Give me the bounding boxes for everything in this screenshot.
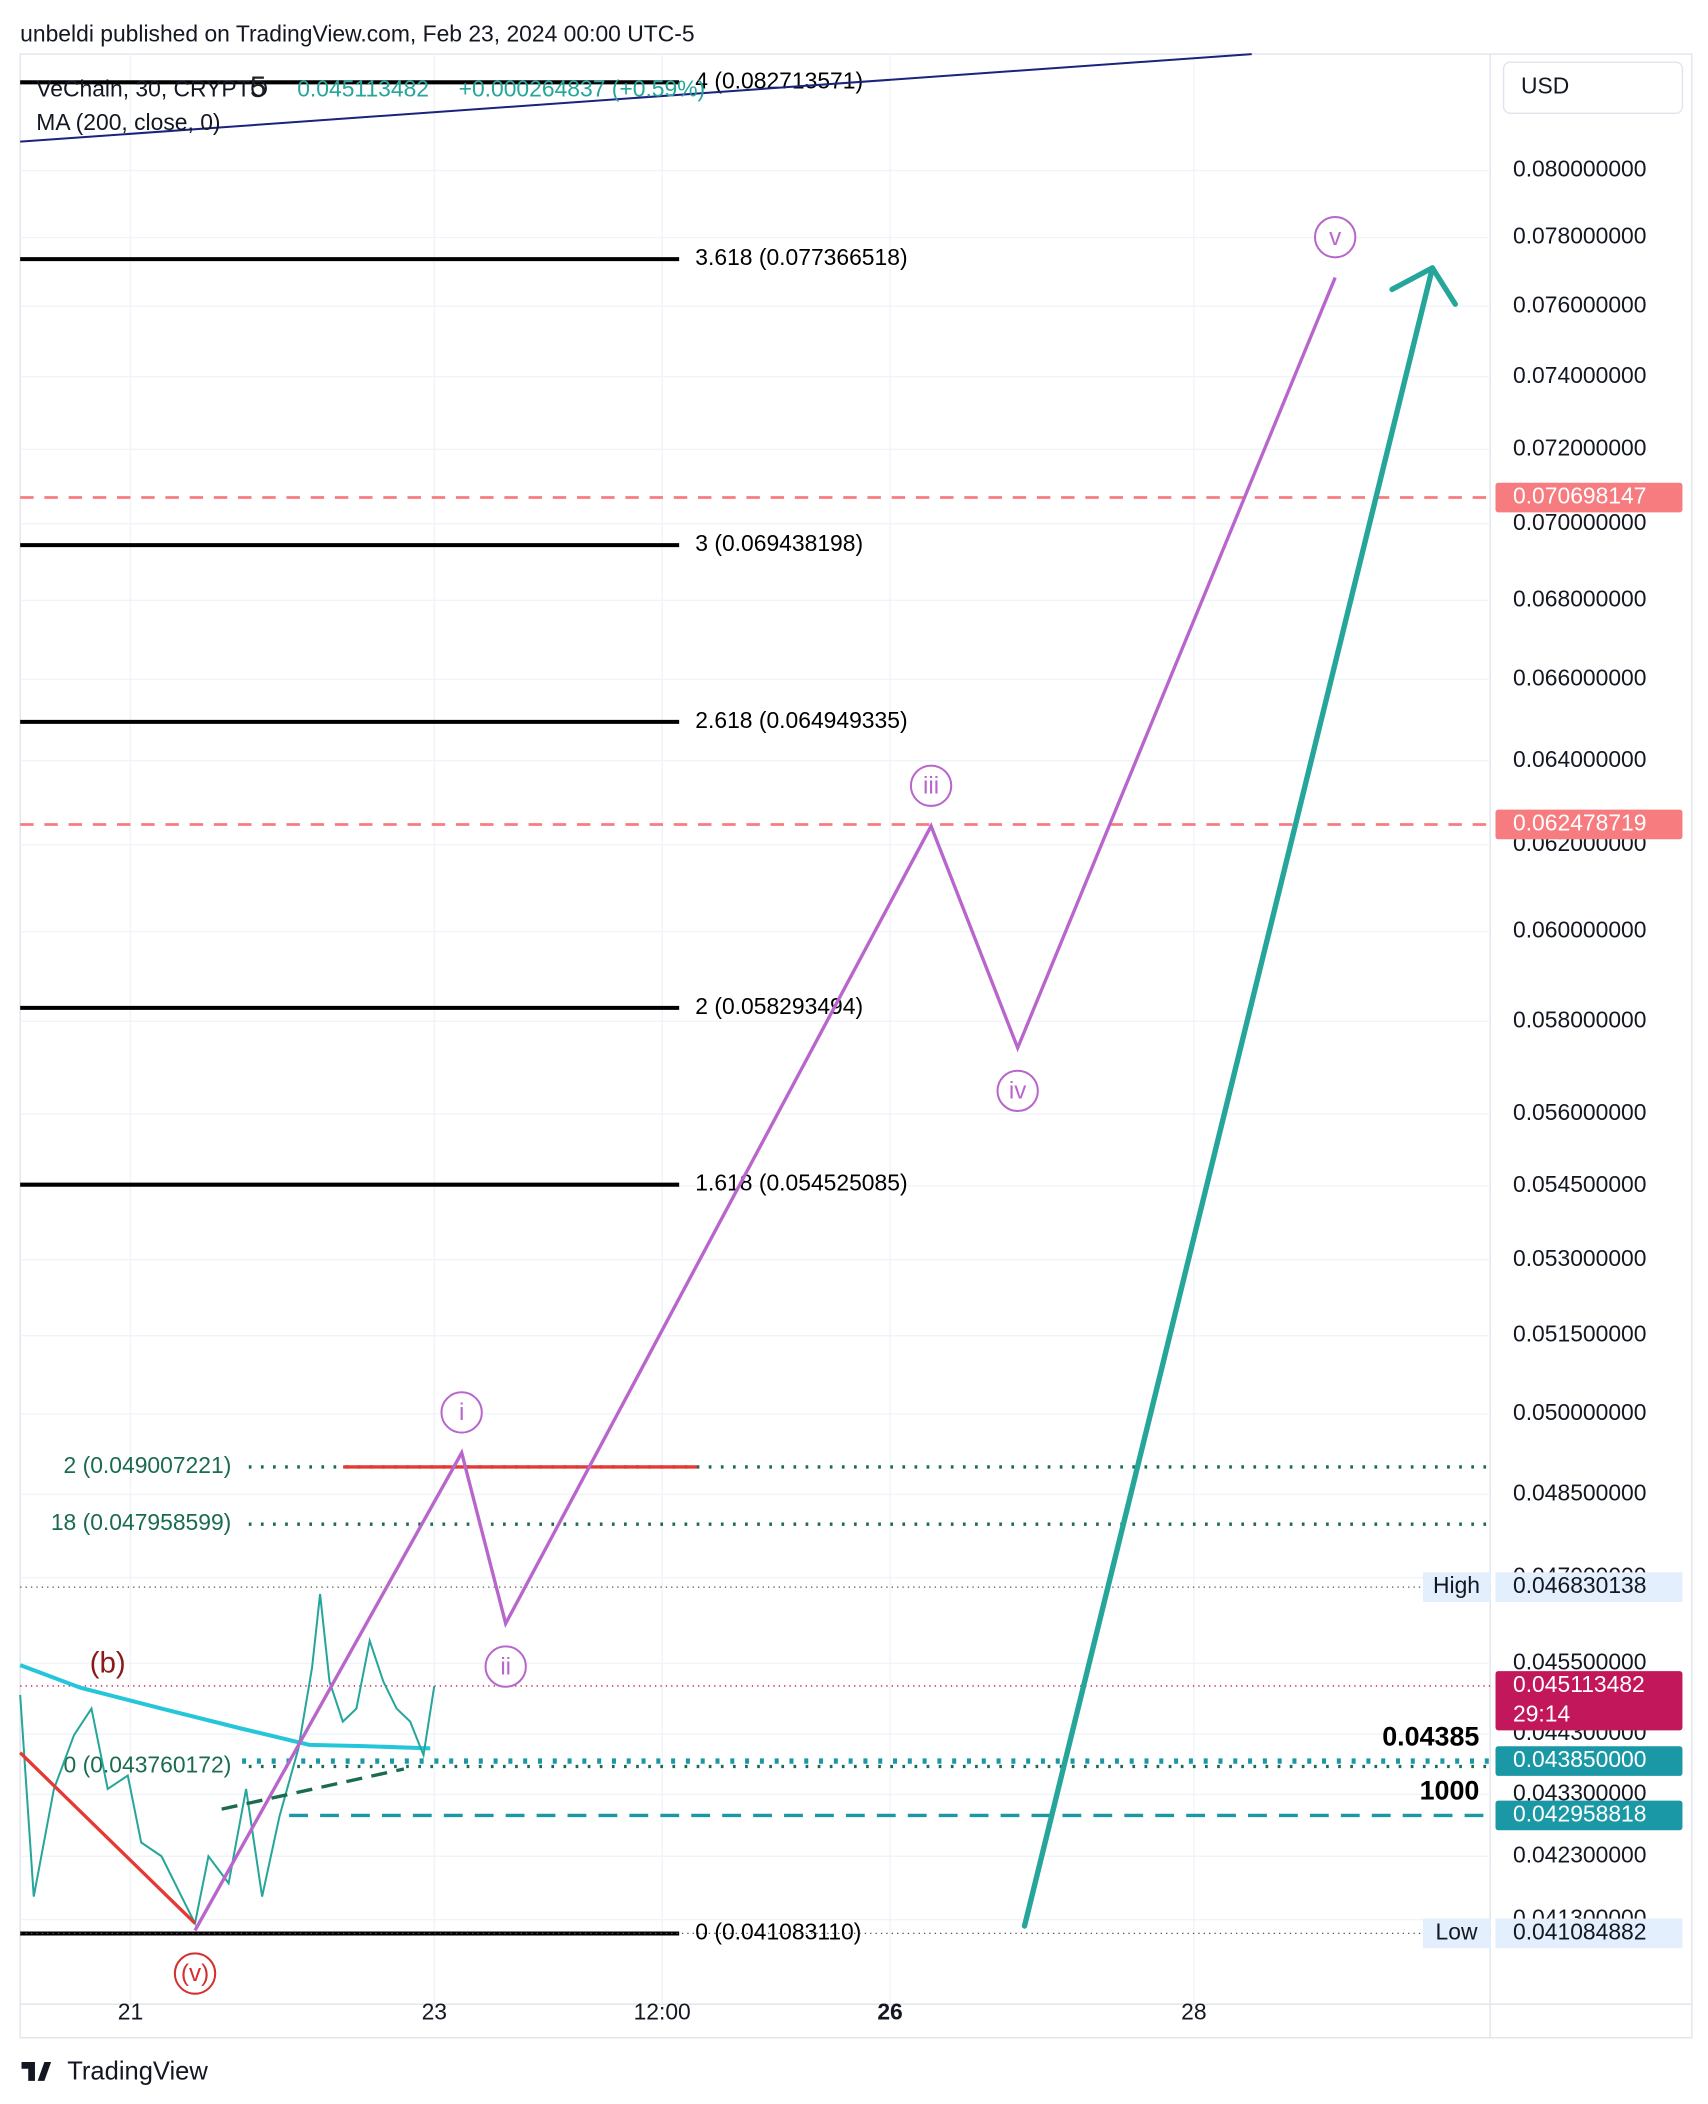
currency[interactable]: USD	[1521, 73, 1569, 99]
logo: TradingView	[21, 2058, 208, 2086]
extreme-name: High	[1433, 1572, 1480, 1598]
y-tick-label: 0.060000000	[1513, 917, 1646, 943]
wave-label-circle	[909, 764, 953, 807]
legend: VeChain, 30, CRYPTO 0.045113482 +0.00026…	[36, 75, 705, 135]
y-tick-label: 0.048500000	[1513, 1479, 1646, 1505]
y-tick-label: 0.058000000	[1513, 1006, 1646, 1032]
y-tick-label: 0.053000000	[1513, 1245, 1646, 1271]
y-tick-label: 0.066000000	[1513, 664, 1646, 690]
x-tick-label: 12:00	[634, 1999, 691, 2025]
wave-label-circle	[173, 1952, 217, 1995]
y-tick-label: 0.078000000	[1513, 223, 1646, 249]
countdown: 29:14	[1513, 1701, 1570, 1727]
y-tick-label: 0.051500000	[1513, 1321, 1646, 1347]
change: +0.000264837 (+0.59%)	[459, 75, 706, 101]
fib-label: 0 (0.041083110)	[695, 1919, 861, 1945]
x-tick-label: 28	[1181, 1999, 1206, 2025]
plot: 4 (0.082713571) 3.618 (0.077366518) 3 (0.0…	[18, 53, 1491, 1995]
frame	[19, 53, 1693, 2039]
header: unbeldi published on TradingView.com, Fe…	[20, 20, 694, 46]
y-tick-label: 0.080000000	[1513, 156, 1646, 182]
wave-label: ii	[500, 1653, 511, 1680]
x-tick-label: 21	[118, 1999, 143, 2025]
wave-label: iv	[1009, 1078, 1027, 1105]
red-line	[18, 1751, 197, 1925]
price-line	[19, 1593, 436, 1927]
y-tick-label: 0.064000000	[1513, 746, 1646, 772]
price-tag	[1495, 809, 1683, 840]
price-tag-label: 0.045113482	[1513, 1671, 1645, 1697]
footer: TradingView	[67, 2058, 208, 2086]
y-tick-label: 0.072000000	[1513, 434, 1646, 460]
y-tick-label: 0.070000000	[1513, 509, 1646, 535]
y-tick-label: 0.056000000	[1513, 1099, 1646, 1125]
wave-label: (v)	[181, 1960, 209, 1987]
annotation: (b)	[90, 1646, 126, 1679]
price-tag	[1495, 1746, 1683, 1776]
price-tag-label: 0.041084882	[1513, 1918, 1646, 1944]
fib-label: 3 (0.069438198)	[695, 530, 863, 556]
price-tag-label: 0.043850000	[1513, 1746, 1646, 1772]
price-tag-label: 0.062478719	[1513, 810, 1646, 836]
price-tag	[1495, 1800, 1683, 1831]
wave-label: iii	[923, 773, 939, 800]
fib-label: 0 (0.043760172)	[64, 1752, 232, 1778]
wave-path	[193, 276, 1337, 1932]
fib-label: 2 (0.049007221)	[64, 1452, 232, 1478]
wave-label: i	[459, 1399, 464, 1426]
y-tick-label: 0.074000000	[1513, 362, 1646, 388]
price-tag-label: 0.046830138	[1513, 1572, 1646, 1598]
indicator: MA (200, close, 0)	[36, 109, 220, 135]
wave-label-circle	[440, 1391, 483, 1434]
fib-label: 2 (0.058293494)	[695, 993, 863, 1019]
price-tag-label: 0.070698147	[1513, 483, 1646, 509]
annotation: 5	[250, 71, 266, 104]
fib-label: 2.618 (0.064949335)	[695, 707, 907, 733]
level-annotation: 0.04385	[1382, 1721, 1479, 1751]
price-tag-label: 0.042958818	[1513, 1800, 1646, 1826]
fib-label: 1.618 (0.054525085)	[695, 1170, 907, 1196]
level-annotation: 1000	[1420, 1776, 1480, 1806]
axis: 0.080000000 0.078000000 0.076000000 0.07400…	[118, 156, 1683, 2025]
last-price: 0.045113482	[297, 75, 429, 101]
y-tick-label: 0.068000000	[1513, 585, 1646, 611]
currency-box[interactable]	[1502, 61, 1684, 114]
fib-label: 3.618 (0.077366518)	[695, 244, 907, 270]
green-dash	[221, 1767, 405, 1811]
wave-label-circle	[484, 1645, 527, 1688]
fib-label: 4 (0.082713571)	[695, 67, 863, 93]
y-tick-label: 0.045500000	[1513, 1648, 1646, 1674]
y-tick-label: 0.042300000	[1513, 1841, 1646, 1867]
price-tag	[1495, 1918, 1683, 1949]
y-tick-label: 0.076000000	[1513, 291, 1646, 317]
y-tick-label: 0.050000000	[1513, 1399, 1646, 1425]
y-tick-label: 0.054500000	[1513, 1171, 1646, 1197]
grid	[20, 54, 1491, 2005]
fib-label: 18 (0.047958599)	[51, 1509, 232, 1535]
logo-mark	[21, 2062, 52, 2081]
wave-label-circle	[1313, 215, 1357, 259]
trendline	[20, 53, 1252, 143]
arrow	[1021, 265, 1436, 1929]
price-tag	[1495, 482, 1683, 513]
x-tick-label: 26	[877, 1999, 902, 2025]
symbol: VeChain, 30, CRYPTO	[36, 75, 268, 101]
moving-average	[19, 1663, 431, 1751]
wave-label-circle	[996, 1069, 1039, 1113]
extreme-name-box	[1422, 1918, 1491, 1949]
extreme-name-box	[1422, 1572, 1491, 1602]
extreme-name: Low	[1436, 1918, 1478, 1944]
x-tick-label: 23	[422, 1999, 447, 2025]
wave-label: v	[1329, 224, 1342, 251]
arrow-head	[1389, 265, 1458, 307]
price-tag	[1495, 1572, 1683, 1602]
price-tag	[1495, 1671, 1683, 1731]
